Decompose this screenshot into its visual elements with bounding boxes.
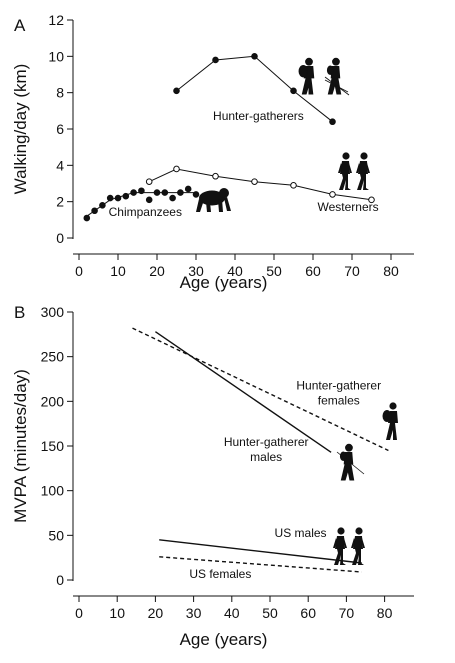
x-tick-label: 10: [109, 605, 125, 621]
data-point: [169, 194, 176, 202]
y-axis-title: Walking/day (km): [11, 64, 30, 195]
data-point: [368, 196, 375, 204]
series-line: [155, 331, 332, 453]
x-tick-label: 30: [186, 605, 202, 621]
y-tick-label: 100: [41, 483, 65, 499]
series-westerners: [145, 165, 375, 204]
series-us-females: [159, 556, 362, 573]
y-tick-label: 12: [48, 12, 64, 28]
x-tick-label: 20: [148, 605, 164, 621]
x-tick-label: 70: [339, 605, 355, 621]
hunter-gatherer-woman-icon: [382, 402, 398, 440]
panel-b-chart: 0 50 100 150 200 250 300 0 10 20 30 40 50 60 70 80 Age (…: [11, 304, 414, 649]
y-tick-label: 6: [56, 121, 64, 137]
data-point: [212, 56, 219, 64]
data-point: [329, 118, 336, 126]
series-line: [148, 168, 372, 201]
data-point: [329, 191, 336, 198]
x-tick-label: 50: [266, 263, 282, 279]
annotation-hunter-gatherer-males: Hunter-gatherer males: [224, 435, 309, 464]
annotation-line: Hunter-gatherer: [224, 435, 309, 449]
series-hunter-gatherers: [173, 53, 336, 126]
y-tick-label: 0: [56, 572, 64, 588]
data-point: [184, 185, 192, 193]
panel-b-label: B: [14, 303, 25, 322]
annotation-chimpanzees: Chimpanzees: [109, 205, 182, 219]
x-axis-title: Age (years): [180, 630, 268, 649]
data-point: [173, 165, 180, 173]
data-point: [251, 53, 258, 60]
y-tick-label: 2: [56, 194, 64, 210]
annotation-line: females: [318, 394, 360, 408]
y-tick-label: 4: [56, 157, 64, 173]
panel-a-chart: 0 2 4 6 8 10 12 0 10 20 30 40 50 60 70 80 Age (years) Wal…: [11, 12, 414, 292]
y-tick-label: 8: [56, 85, 64, 101]
data-point: [290, 182, 297, 189]
annotation-line: Chimpanzees: [109, 205, 182, 219]
annotation-line: males: [250, 450, 282, 464]
x-tick-label: 60: [300, 605, 316, 621]
chimpanzee-icon: [196, 188, 231, 212]
x-tick-label: 30: [188, 263, 204, 279]
x-tick-label: 40: [227, 263, 243, 279]
annotation-line: US females: [189, 567, 251, 581]
series-hunter-gatherer-males: [155, 331, 332, 453]
annotation-westerners: Westerners: [318, 200, 379, 214]
x-tick-label: 0: [75, 263, 83, 279]
y-tick-label: 200: [41, 393, 65, 409]
annotation-hunter-gatherers: Hunter-gatherers: [213, 109, 304, 123]
series-hunter-gatherer-females: [132, 327, 389, 452]
x-tick-label: 80: [377, 605, 393, 621]
chimpanzee-trend-line: [86, 192, 196, 217]
x-tick-label: 10: [110, 263, 126, 279]
x-tick-label: 20: [149, 263, 165, 279]
x-tick-label: 40: [224, 605, 240, 621]
data-point: [290, 87, 297, 95]
annotation-us-females: US females: [189, 567, 251, 581]
y-tick-label: 50: [48, 527, 64, 543]
walking-couple-icon: [338, 152, 370, 190]
annotation-hunter-gatherer-females: Hunter-gatherer females: [296, 379, 381, 408]
data-point: [145, 196, 153, 204]
y-tick-label: 10: [48, 48, 64, 64]
walking-couple-icon: [333, 527, 365, 565]
series-line: [159, 556, 362, 573]
annotation-line: Hunter-gatherer: [296, 379, 381, 393]
x-tick-label: 50: [262, 605, 278, 621]
x-tick-label: 0: [75, 605, 83, 621]
series-us-males: [159, 539, 362, 564]
data-point: [173, 87, 180, 95]
x-tick-label: 60: [305, 263, 321, 279]
y-tick-label: 300: [41, 304, 65, 320]
series-line: [132, 327, 389, 452]
annotation-line: Westerners: [318, 200, 379, 214]
y-tick-label: 0: [56, 230, 64, 246]
series-chimpanzees: [83, 185, 200, 222]
y-tick-label: 150: [41, 438, 65, 454]
hunter-gatherer-man-icon: [336, 443, 365, 481]
x-tick-label: 70: [344, 263, 360, 279]
data-point: [212, 172, 219, 180]
y-tick-label: 250: [41, 349, 65, 365]
y-axis-title: MVPA (minutes/day): [11, 369, 30, 523]
annotation-line: US males: [275, 526, 327, 540]
annotation-us-males: US males: [275, 526, 327, 540]
hunter-gatherer-couple-icon: [298, 57, 350, 96]
data-point: [145, 178, 153, 185]
data-point: [83, 214, 91, 222]
x-axis-title: Age (years): [180, 273, 268, 292]
series-line: [159, 539, 362, 564]
panel-a-label: A: [14, 16, 26, 35]
x-tick-label: 80: [383, 263, 399, 279]
data-point: [251, 178, 258, 185]
annotation-line: Hunter-gatherers: [213, 109, 304, 123]
